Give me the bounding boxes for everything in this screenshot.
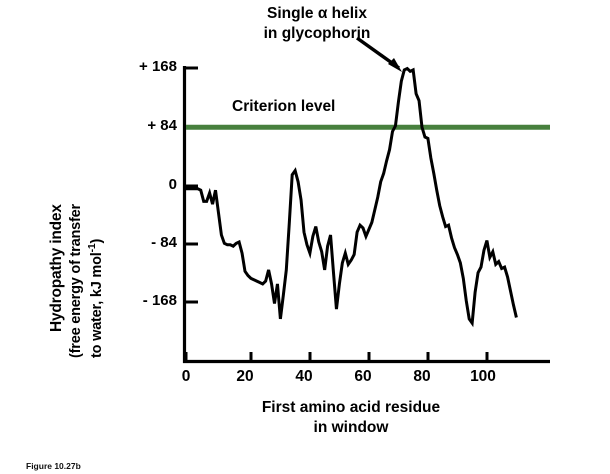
annotation-arrow [356,36,402,72]
x-tick-label-100: 100 [470,368,496,385]
axis-lines [182,66,550,364]
y-tick-label-neg84: - 84 [151,234,177,251]
x-axis-ticks [184,352,489,362]
y-tick-label-84: + 84 [147,117,177,134]
x-tick-label-20: 20 [236,368,254,385]
annotation-line1: Single α helix [267,5,367,22]
x-axis-title-line2: in window [313,419,389,436]
criterion-level-label: Criterion level [232,98,336,115]
y-tick-label-0: 0 [168,176,177,193]
x-tick-label-40: 40 [295,368,313,385]
hydropathy-line-series [186,66,518,328]
y-axis-ticks [184,66,198,304]
arrow-head [388,58,402,72]
x-axis-title-line1: First amino acid residue [261,399,441,416]
x-tick-label-0: 0 [181,368,191,385]
y-tick-label-neg168: - 168 [142,292,177,309]
x-tick-label-80: 80 [413,368,431,385]
annotation-single-alpha-helix: Single α helix in glycophorin [222,4,412,44]
x-tick-label-60: 60 [354,368,372,385]
y-tick-label-168: + 168 [139,58,177,75]
x-axis-title: First amino acid residue in window [186,398,516,438]
figure-caption: Figure 10.27b [26,461,81,471]
annotation-line2: in glycophorin [263,25,371,42]
